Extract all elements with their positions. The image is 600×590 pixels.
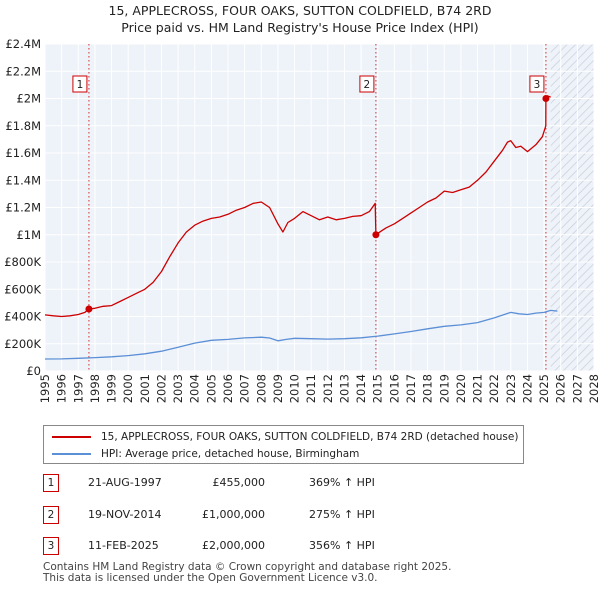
legend-item-property: 15, APPLECROSS, FOUR OAKS, SUTTON COLDFI… [52,429,518,445]
y-tick-label: £800K [4,255,41,269]
legend-item-hpi: HPI: Average price, detached house, Birm… [52,446,359,462]
grid-lines [44,43,595,372]
x-tick-label: 2003 [171,374,185,403]
x-tick-label: 2020 [454,374,468,403]
legend-label-property: 15, APPLECROSS, FOUR OAKS, SUTTON COLDFI… [101,431,519,443]
legend-swatch-property [52,436,91,438]
y-tick-label: £1.6M [5,146,41,160]
x-tick-label: 2025 [537,374,551,403]
sale-point [542,95,550,102]
x-tick-label: 2007 [238,374,252,403]
x-tick-label: 1998 [88,374,102,403]
y-tick-label: £200K [4,337,41,351]
sale-marker-box [359,75,375,93]
hpi-series-line [44,309,558,360]
x-tick-label: 2011 [304,374,318,403]
x-tick-label: 2014 [354,374,368,403]
x-tick-label: 2009 [271,374,285,403]
property-series-line [44,95,551,318]
x-tick-label: 2006 [221,374,235,403]
x-tick-label: 2005 [204,374,218,403]
sale-price: £455,000 [212,476,266,489]
chart-subtitle: Price paid vs. HM Land Registry's House … [121,20,479,35]
x-tick-label: 2004 [188,374,202,403]
x-tick-label: 2017 [404,374,418,403]
sale-number-badge: 3 [43,537,59,555]
sale-marker-lines [88,44,547,371]
x-tick-label: 1999 [105,374,119,403]
sale-markers: 1 2 3 [72,75,550,313]
y-tick-label: £2.4M [5,37,41,51]
y-tick-label: £2M [16,92,41,106]
chart-title: 15, APPLECROSS, FOUR OAKS, SUTTON COLDFI… [108,3,492,18]
x-tick-label: 2013 [337,374,351,403]
sale-marker-label: 1 [77,79,84,91]
x-tick-label: 2019 [437,374,451,403]
x-tick-label: 2027 [570,374,584,403]
x-tick-label: 2028 [587,374,600,403]
sale-row: 2 19-NOV-2014 £1,000,000 275% ↑ HPI [43,506,463,526]
y-tick-label: £2.2M [5,64,41,78]
sale-point [85,305,93,313]
sale-hpi-change: 369% ↑ HPI [309,476,375,489]
y-tick-label: £1.4M [5,173,41,187]
sale-marker-label: 3 [534,79,541,91]
sale-date: 11-FEB-2025 [88,539,159,552]
sale-marker-badge: 1 [72,75,88,93]
x-tick-label: 2026 [554,374,568,403]
series-layer [44,95,558,360]
legend: 15, APPLECROSS, FOUR OAKS, SUTTON COLDFI… [43,425,524,464]
y-tick-label: £600K [4,282,41,296]
x-tick-label: 1995 [38,374,52,403]
x-tick-label: 2001 [138,374,152,403]
sale-row: 1 21-AUG-1997 £455,000 369% ↑ HPI [43,474,463,494]
sale-marker-label: 2 [364,79,371,91]
sale-marker-box [529,75,545,93]
x-tick-label: 2021 [471,374,485,403]
x-tick-label: 2008 [254,374,268,403]
footer-licence: This data is licensed under the Open Gov… [43,572,378,584]
x-tick-label: 2024 [520,374,534,403]
sale-point [372,231,380,239]
y-tick-label: £0 [26,364,41,378]
x-tick-label: 2023 [504,374,518,403]
y-tick-label: £400K [4,310,41,324]
sale-number-badge: 2 [43,506,59,524]
x-tick-label: 2012 [321,374,335,403]
sale-date: 19-NOV-2014 [88,508,162,521]
y-tick-label: £1M [16,228,41,242]
sale-marker-badge: 3 [529,75,545,93]
legend-swatch-hpi [52,453,91,455]
x-tick-label: 2010 [288,374,302,403]
sale-price: £2,000,000 [202,539,265,552]
sale-marker-box [72,75,88,93]
sale-row: 3 11-FEB-2025 £2,000,000 356% ↑ HPI [43,537,463,557]
x-tick-label: 1996 [55,374,69,403]
sale-price: £1,000,000 [202,508,265,521]
sale-hpi-change: 275% ↑ HPI [309,508,375,521]
sale-date: 21-AUG-1997 [88,476,162,489]
footer-copyright: Contains HM Land Registry data © Crown c… [43,561,452,573]
y-tick-label: £1.8M [5,119,41,133]
x-tick-label: 2000 [121,374,135,403]
x-tick-label: 2002 [154,374,168,403]
sale-number-badge: 1 [43,474,59,492]
x-tick-label: 2015 [371,374,385,403]
sale-marker-badge: 2 [359,75,375,93]
axes: £0 £200K £400K £600K £800K £1M £1.2M £1.4M £1.6M… [4,37,600,403]
x-tick-label: 1997 [71,374,85,403]
x-tick-label: 2022 [487,374,501,403]
x-tick-label: 2016 [387,374,401,403]
y-tick-label: £1.2M [5,201,41,215]
x-tick-label: 2018 [421,374,435,403]
sale-hpi-change: 356% ↑ HPI [309,539,375,552]
legend-label-hpi: HPI: Average price, detached house, Birm… [101,448,360,460]
price-chart: £0 £200K £400K £600K £800K £1M £1.2M £1.4M £1.6M… [4,37,600,403]
